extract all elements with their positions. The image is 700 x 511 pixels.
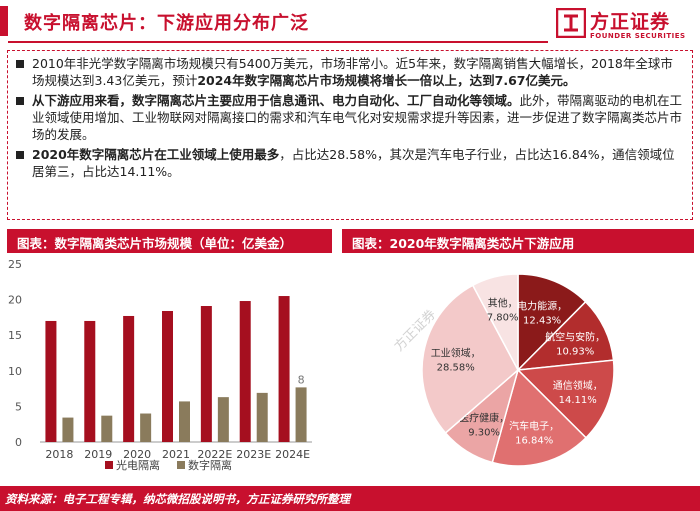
pie-slice-value: 16.84% [515,435,553,446]
bar-digital [101,415,113,442]
pie-chart-title: 图表：2020年数字隔离类芯片下游应用 [342,229,694,253]
y-tick-label: 25 [8,258,22,271]
x-tick-label: 2020 [123,448,151,461]
y-tick-label: 0 [15,436,22,449]
pie-slice-value: 9.30% [468,428,500,439]
x-tick-label: 2022E [197,448,232,461]
source-note: 资料来源：电子工程专辑，纳芯微招股说明书，方正证券研究所整理 [5,492,350,506]
downstream-application-pie-chart: 电力能源， 12.43% 航空与安防， 10.93% 通信领域， 14.11% 汽车电子， 1… [421,273,615,467]
bar-optical [162,310,173,442]
pie-slice-label: 工业领域， [431,346,481,359]
footer: 资料来源：电子工程专辑，纳芯微招股说明书，方正证券研究所整理 [0,486,700,511]
pie-slice-label: 航空与安防， [545,331,605,344]
title-underline [8,41,548,43]
summary-bullet: 从下游应用来看，数字隔离芯片主要应用于信息通讯、电力自动化、工厂自动化等领域。此… [16,92,684,143]
pie-slice-label: 汽车电子， [509,419,559,432]
pie-slice-label: 医疗健康， [459,412,509,425]
bullet-text: 2010年非光学数字隔离市场规模只有5400万美元，市场非常小。近5年来，数字隔… [32,56,673,88]
pie-slice-label: 通信领域， [553,379,603,392]
logo-english-name: FOUNDER SECURITIES [590,32,686,40]
bar-digital [140,413,152,442]
header: 数字隔离芯片：下游应用分布广泛 [0,0,700,44]
pie-slice-label: 其他， [488,297,518,310]
bar-optical [45,320,57,442]
x-tick-label: 2023E [236,448,271,461]
page-title: 数字隔离芯片：下游应用分布广泛 [24,13,309,34]
company-logo: 方正证券 FOUNDER SECURITIES [556,6,696,44]
pie-slice-value: 12.43% [523,315,561,326]
legend-swatch [177,461,185,469]
pie-slice [471,273,519,371]
pie-slice-value: 28.58% [437,362,475,373]
legend-label: 光电隔离 [116,458,160,472]
pie-slice [515,300,615,371]
y-tick-label: 15 [8,329,22,342]
pie-slice [491,368,588,467]
bullet-square-icon [16,60,24,68]
pie-slice [421,284,519,435]
bar-chart-title: 图表：数字隔离类芯片市场规模（单位：亿美金） [7,229,332,253]
pie-slice [516,359,615,439]
bullet-square-icon [16,97,24,105]
y-tick-label: 5 [15,400,22,413]
bar-optical [278,296,290,442]
summary-box: 2010年非光学数字隔离市场规模只有5400万美元，市场非常小。近5年来，数字隔… [7,50,693,220]
bar-data-label: 8 [298,373,305,386]
legend-label: 数字隔离 [188,458,232,472]
y-tick-label: 10 [8,365,22,378]
pie-slice-value: 10.93% [556,347,594,358]
x-tick-label: 2024E [275,448,310,461]
bullet-text: 此外，带隔离驱动的电机在工业领域使用增加、工业物联网对隔离接口的需求和汽车电气化… [32,93,683,142]
bullet-square-icon [16,151,24,159]
bar-optical [84,320,96,442]
bar-optical [200,306,212,442]
y-tick-label: 20 [8,294,22,307]
title-accent-bar [0,6,8,36]
pie-slice-label: 电力能源， [517,299,567,312]
pie-slice-value: 7.80% [487,313,519,324]
bar-optical [239,301,251,442]
bar-digital [295,387,307,442]
x-tick-label: 2021 [162,448,190,461]
pie-slice-value: 14.11% [559,395,597,406]
legend-swatch [105,461,113,469]
bar-digital [256,392,268,442]
bullet-text: ，占比达28.58%，其次是汽车电子行业，占比达16.84%，通信领域位居第三，… [32,147,675,179]
bar-optical [123,315,135,442]
summary-bullet: 2020年数字隔离芯片在工业领域上使用最多，占比达28.58%，其次是汽车电子行… [16,146,684,180]
bar-digital [179,401,190,442]
bullet-text: 2020年数字隔离芯片在工业领域上使用最多 [32,147,280,162]
market-size-bar-chart: 0 5 10 15 20 25 2018 2019 2020 2021 2022E 2023E 2024… [8,258,312,472]
bar-digital [62,417,74,442]
bar-digital [217,397,229,442]
logo-chinese-name: 方正证券 [590,11,671,33]
bullet-text: 从下游应用来看，数字隔离芯片主要应用于信息通讯、电力自动化、工厂自动化等领域。 [32,93,520,108]
bullet-text: 2024年数字隔离芯片市场规模将增长一倍以上，达到7.67亿美元。 [197,73,576,88]
x-tick-label: 2018 [45,448,73,461]
founder-logo-icon [556,8,586,38]
pie-slice [517,273,587,372]
summary-bullet: 2010年非光学数字隔离市场规模只有5400万美元，市场非常小。近5年来，数字隔… [16,55,684,89]
x-tick-label: 2019 [84,448,112,461]
